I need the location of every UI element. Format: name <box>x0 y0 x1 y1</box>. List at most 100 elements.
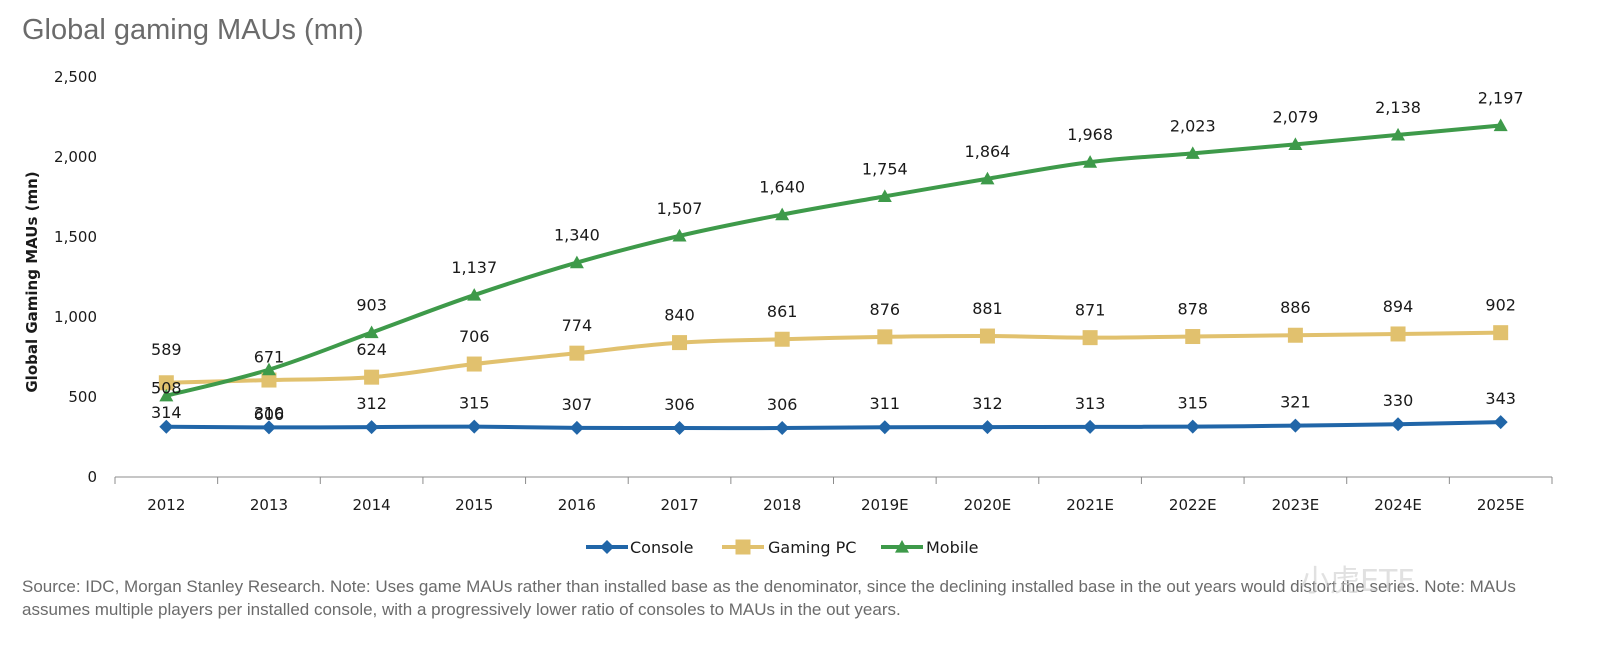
y-tick-label: 2,000 <box>54 148 97 166</box>
marker-gaming-pc <box>261 372 277 388</box>
legend-marker-square-icon <box>735 539 751 555</box>
data-label-console: 321 <box>1280 393 1311 412</box>
data-label-gaming-pc: 878 <box>1177 300 1208 319</box>
marker-console <box>672 421 687 436</box>
marker-mobile <box>467 288 482 301</box>
marker-gaming-pc <box>1185 329 1201 345</box>
x-tick-label: 2025E <box>1477 496 1525 514</box>
y-axis-label: Global Gaming MAUs (mn) <box>23 171 41 392</box>
data-label-gaming-pc: 589 <box>151 340 182 359</box>
data-label-mobile: 1,137 <box>451 258 497 277</box>
legend-item-mobile: Mobile <box>881 538 978 557</box>
marker-gaming-pc <box>877 329 893 345</box>
marker-console <box>467 419 482 434</box>
x-tick-label: 2023E <box>1272 496 1320 514</box>
marker-mobile <box>261 362 276 376</box>
x-tick-label: 2013 <box>250 496 288 514</box>
marker-gaming-pc <box>979 328 995 344</box>
marker-gaming-pc <box>774 331 790 347</box>
legend: Console Gaming PC Mobile <box>586 538 978 557</box>
data-label-gaming-pc: 861 <box>767 302 798 321</box>
marker-console <box>775 421 790 436</box>
marker-console <box>1493 415 1508 430</box>
marker-mobile <box>159 388 174 402</box>
data-label-console: 313 <box>1075 394 1106 413</box>
data-label-mobile: 1,640 <box>759 178 805 197</box>
marker-console <box>364 420 379 435</box>
x-axis-ticks: 2012 2013 2014 2015 2016 2017 2018 2019E 2020E 20… <box>147 496 1524 514</box>
x-tick-label: 2017 <box>660 496 698 514</box>
x-tick-label: 2012 <box>147 496 185 514</box>
series-line-mobile <box>165 123 1501 398</box>
marker-mobile <box>1185 146 1200 159</box>
y-tick-label: 500 <box>68 388 97 406</box>
y-axis-ticks: 0 500 1,000 1,500 2,000 2,500 <box>54 68 97 486</box>
marker-mobile <box>1493 118 1508 132</box>
y-tick-label: 0 <box>87 468 97 486</box>
y-tick-label: 2,500 <box>54 68 97 86</box>
data-label-gaming-pc: 871 <box>1075 301 1106 320</box>
y-tick-label: 1,500 <box>54 228 97 246</box>
data-label-gaming-pc: 881 <box>972 299 1003 318</box>
marker-gaming-pc <box>569 345 585 361</box>
x-tick-label: 2014 <box>353 496 391 514</box>
data-label-mobile: 508 <box>151 379 182 398</box>
data-label-gaming-pc: 774 <box>562 316 593 335</box>
legend-marker-triangle-icon <box>895 540 909 553</box>
marker-gaming-pc <box>1287 327 1303 343</box>
data-label-mobile: 2,079 <box>1272 107 1318 126</box>
data-label-console: 315 <box>459 394 490 413</box>
marker-console <box>1288 418 1303 433</box>
y-tick-label: 1,000 <box>54 308 97 326</box>
marker-console <box>877 420 892 435</box>
data-label-mobile: 1,864 <box>965 142 1011 161</box>
series-line-gaming-pc <box>166 330 1501 385</box>
legend-item-gaming-pc: Gaming PC <box>722 538 856 557</box>
data-label-gaming-pc: 840 <box>664 306 695 325</box>
marker-mobile <box>364 325 379 339</box>
legend-label: Console <box>630 538 694 557</box>
watermark: 小虎ETF <box>1300 564 1415 599</box>
data-label-console: 306 <box>767 395 798 414</box>
marker-mobile <box>672 228 687 242</box>
data-label-mobile: 1,507 <box>657 199 703 218</box>
marker-mobile <box>980 171 995 185</box>
axes <box>114 476 1553 484</box>
legend-item-console: Console <box>586 538 694 557</box>
data-label-console: 311 <box>870 394 901 413</box>
marker-console <box>1185 419 1200 434</box>
legend-label: Gaming PC <box>768 538 856 557</box>
x-tick-label: 2024E <box>1374 496 1422 514</box>
marker-gaming-pc <box>158 375 174 391</box>
marker-mobile <box>775 207 790 221</box>
marker-mobile <box>569 255 584 269</box>
marker-console <box>261 420 276 435</box>
data-label-console: 314 <box>151 403 182 422</box>
x-tick-label: 2022E <box>1169 496 1217 514</box>
data-label-gaming-pc: 606 <box>254 405 285 424</box>
marker-mobile <box>1083 155 1098 168</box>
x-tick-label: 2016 <box>558 496 596 514</box>
data-label-console: 306 <box>664 395 695 414</box>
data-label-gaming-pc: 624 <box>356 340 387 359</box>
legend-marker-diamond-icon <box>600 540 614 554</box>
data-label-mobile: 1,754 <box>862 159 908 178</box>
marker-console <box>569 420 584 435</box>
data-label-mobile: 1,340 <box>554 226 600 245</box>
x-tick-label: 2020E <box>964 496 1012 514</box>
legend-label: Mobile <box>926 538 978 557</box>
x-tick-label: 2019E <box>861 496 909 514</box>
line-chart: 0 500 1,000 1,500 2,000 2,500 2012 2013 2014 201… <box>23 68 1553 557</box>
marker-console <box>159 419 174 434</box>
marker-gaming-pc <box>672 335 688 351</box>
data-label-gaming-pc: 894 <box>1383 297 1414 316</box>
marker-console <box>1391 417 1406 432</box>
marker-gaming-pc <box>466 356 482 372</box>
data-label-gaming-pc: 902 <box>1485 296 1516 315</box>
source-note: Source: IDC, Morgan Stanley Research. No… <box>22 577 1516 619</box>
data-label-console: 312 <box>356 394 387 413</box>
data-label-console: 312 <box>972 394 1003 413</box>
data-label-mobile: 2,023 <box>1170 116 1216 135</box>
marker-gaming-pc <box>364 369 380 385</box>
data-labels: 314 310 312 315 307 306 306 311 312 313 315 321 330 3… <box>151 88 1524 424</box>
